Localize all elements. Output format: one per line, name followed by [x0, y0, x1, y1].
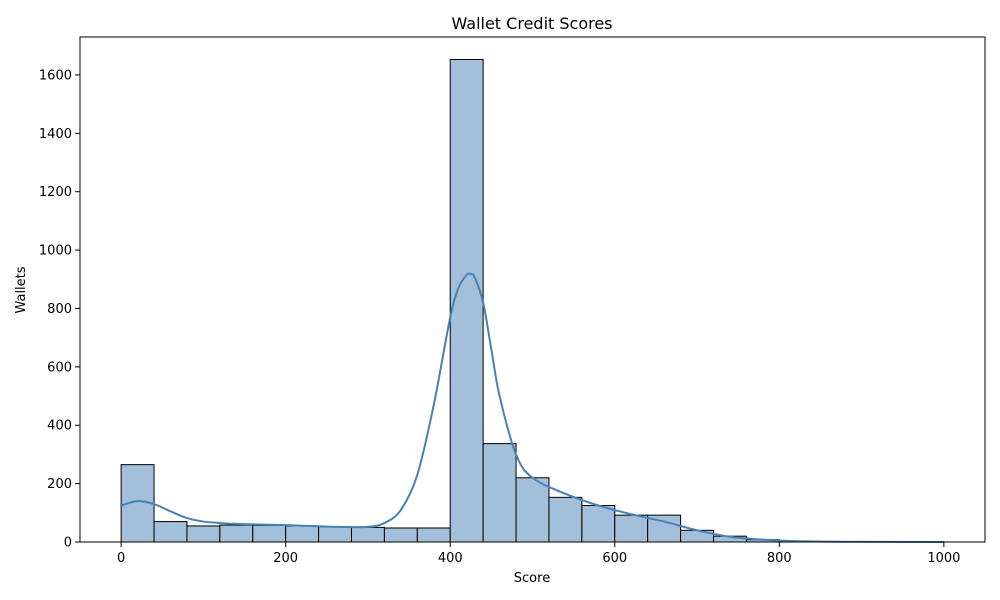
y-tick-label-7: 1400: [39, 127, 72, 142]
y-axis-label: Wallets: [14, 266, 29, 313]
histogram-bar-10: [449, 58, 484, 543]
x-tick-label-2: 400: [438, 551, 463, 566]
y-tick-label-8: 1600: [39, 68, 72, 83]
x-axis-label: Score: [514, 571, 550, 586]
bars-group: [120, 58, 945, 543]
x-tick-label-1: 200: [273, 551, 298, 566]
y-tick-label-1: 200: [47, 477, 72, 492]
y-tick-label-0: 0: [64, 536, 72, 551]
histogram-bar-12: [515, 477, 550, 543]
histogram-bar-6: [318, 526, 353, 543]
y-tick-label-2: 400: [47, 419, 72, 434]
x-tick-label-0: 0: [117, 551, 125, 566]
chart-title: Wallet Credit Scores: [451, 14, 612, 33]
histogram-bar-1: [153, 521, 188, 543]
y-axis: 0 200 400 600 800 1000 1200 1400 1600: [39, 68, 80, 551]
histogram-bar-13: [548, 496, 583, 543]
histogram-bar-2: [186, 525, 221, 543]
histogram-bar-5: [285, 525, 320, 543]
histogram-bar-14: [581, 505, 616, 543]
histogram-bar-3: [219, 524, 254, 543]
histogram-bar-11: [482, 443, 517, 543]
kde-line: [120, 272, 944, 543]
x-axis: 0 200 400 600 800 1000: [117, 542, 960, 566]
kde-group: [120, 272, 944, 543]
y-tick-label-4: 800: [47, 302, 72, 317]
y-tick-label-5: 1000: [39, 244, 72, 259]
histogram-bar-9: [416, 527, 451, 543]
x-tick-label-5: 1000: [927, 551, 960, 566]
y-tick-label-6: 1200: [39, 185, 72, 200]
histogram-bar-4: [252, 524, 287, 543]
histogram-bar-7: [351, 526, 385, 543]
histogram-bar-8: [383, 527, 418, 543]
x-tick-label-3: 600: [602, 551, 627, 566]
plot-frame: [79, 36, 986, 543]
histogram-bar-15: [614, 514, 649, 543]
y-tick-label-3: 600: [47, 360, 72, 375]
x-tick-label-4: 800: [767, 551, 792, 566]
